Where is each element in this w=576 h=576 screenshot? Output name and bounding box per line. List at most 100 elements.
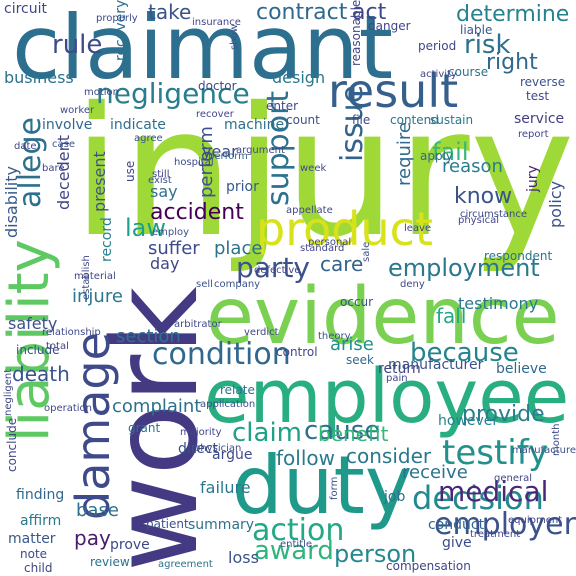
- word: hospital: [174, 157, 214, 168]
- word: include: [16, 343, 60, 357]
- word: worker: [60, 105, 95, 116]
- word: operation: [44, 403, 93, 414]
- word: action: [252, 513, 345, 548]
- word: agree: [134, 133, 163, 144]
- word: condition: [152, 337, 291, 372]
- word: give: [442, 535, 472, 551]
- word: reason: [442, 156, 503, 177]
- word: majority: [180, 427, 222, 438]
- word: believe: [496, 361, 547, 377]
- word: form: [329, 476, 340, 500]
- word: testify: [442, 433, 549, 473]
- word: complaint: [112, 396, 202, 417]
- word: defective: [254, 265, 301, 276]
- word: argument: [236, 145, 285, 156]
- word: take: [148, 0, 192, 24]
- word: standard: [300, 243, 345, 254]
- word: result: [328, 64, 459, 118]
- word: note: [20, 547, 48, 561]
- word: jury: [525, 165, 541, 192]
- word: medical: [438, 475, 549, 508]
- word: direct: [178, 441, 219, 457]
- word: machine: [224, 117, 285, 133]
- word: act: [352, 0, 387, 25]
- word: negligent: [3, 368, 14, 416]
- word: finding: [16, 487, 65, 503]
- word: claimant: [12, 0, 394, 99]
- word: liable: [460, 23, 493, 37]
- word: employ: [152, 227, 190, 238]
- word: loss: [228, 548, 259, 567]
- word: sell: [196, 279, 213, 290]
- word: fail: [432, 138, 469, 166]
- word: case: [52, 139, 75, 150]
- word: death: [12, 362, 70, 386]
- word: exist: [148, 175, 172, 186]
- word: sale: [361, 241, 372, 262]
- word: policy: [546, 180, 565, 228]
- word: theory: [318, 331, 351, 342]
- word: pay: [74, 526, 111, 550]
- word: relationship: [42, 327, 101, 338]
- word: leave: [404, 223, 432, 234]
- word: service: [514, 111, 565, 127]
- word: occur: [340, 295, 374, 309]
- word: employee: [204, 354, 570, 440]
- word: failure: [200, 478, 251, 497]
- word: contract: [256, 0, 348, 25]
- word: indicate: [110, 117, 166, 133]
- word: risk: [464, 30, 511, 60]
- word: grant: [128, 421, 161, 435]
- word: compensation: [386, 559, 471, 573]
- word: material: [74, 271, 116, 282]
- word: perform: [208, 151, 248, 162]
- word: seek: [346, 353, 374, 367]
- word: still: [152, 169, 170, 180]
- word: report: [518, 129, 549, 140]
- word: equipment: [508, 515, 563, 526]
- word: place: [214, 238, 263, 259]
- word: party: [236, 251, 310, 284]
- word: testimony: [458, 294, 539, 313]
- word: matter: [8, 531, 56, 547]
- word: child: [24, 561, 53, 575]
- word: summary: [188, 517, 255, 533]
- word: provide: [462, 402, 545, 427]
- word: manufacturer: [388, 357, 484, 373]
- word: entitle: [280, 539, 313, 550]
- word: activity: [420, 69, 457, 80]
- word: base: [76, 500, 119, 521]
- word: return: [378, 361, 421, 377]
- word: control: [276, 345, 318, 359]
- word: benefit: [318, 422, 389, 446]
- word: safety: [8, 314, 58, 333]
- word: treatment: [470, 529, 521, 540]
- word: employment: [388, 254, 540, 282]
- word: reverse: [520, 75, 566, 89]
- word: deny: [400, 279, 425, 290]
- word: sustain: [430, 113, 474, 127]
- word: decision: [412, 479, 544, 517]
- word: involve: [42, 117, 93, 133]
- word: properly: [96, 13, 138, 24]
- word: accident: [150, 200, 244, 225]
- word: person: [334, 540, 417, 568]
- word: because: [410, 338, 519, 368]
- word: verdict: [244, 327, 279, 338]
- word: circumstance: [460, 209, 527, 220]
- word: period: [418, 39, 457, 53]
- word: cause: [304, 416, 381, 446]
- word: receive: [402, 462, 468, 483]
- word: recovery: [113, 0, 129, 62]
- word: law: [125, 214, 167, 242]
- word: course: [448, 65, 489, 79]
- word: application: [200, 399, 256, 410]
- word: affirm: [20, 513, 62, 529]
- word: year: [202, 142, 238, 161]
- word: physical: [458, 215, 499, 226]
- word: disability: [2, 166, 21, 238]
- word: conclude: [5, 417, 19, 472]
- word: award: [254, 536, 334, 566]
- word: prior: [226, 179, 259, 195]
